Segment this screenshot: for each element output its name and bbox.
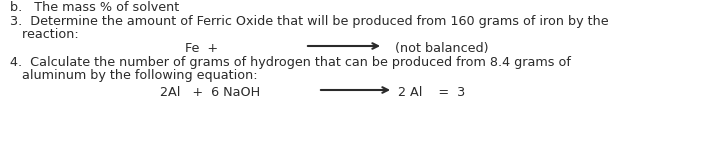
Text: 4.  Calculate the number of grams of hydrogen that can be produced from 8.4 gram: 4. Calculate the number of grams of hydr… xyxy=(10,56,571,69)
Text: reaction:: reaction: xyxy=(10,28,78,41)
Text: b.   The mass % of solvent: b. The mass % of solvent xyxy=(10,1,179,14)
Text: 2 Al    =  3: 2 Al = 3 xyxy=(398,86,465,99)
Text: 2Al   +  6 NaOH: 2Al + 6 NaOH xyxy=(160,86,260,99)
Text: Fe  +: Fe + xyxy=(185,42,218,55)
Text: (not balanced): (not balanced) xyxy=(395,42,488,55)
Text: aluminum by the following equation:: aluminum by the following equation: xyxy=(10,69,258,82)
Text: 3.  Determine the amount of Ferric Oxide that will be produced from 160 grams of: 3. Determine the amount of Ferric Oxide … xyxy=(10,15,608,28)
